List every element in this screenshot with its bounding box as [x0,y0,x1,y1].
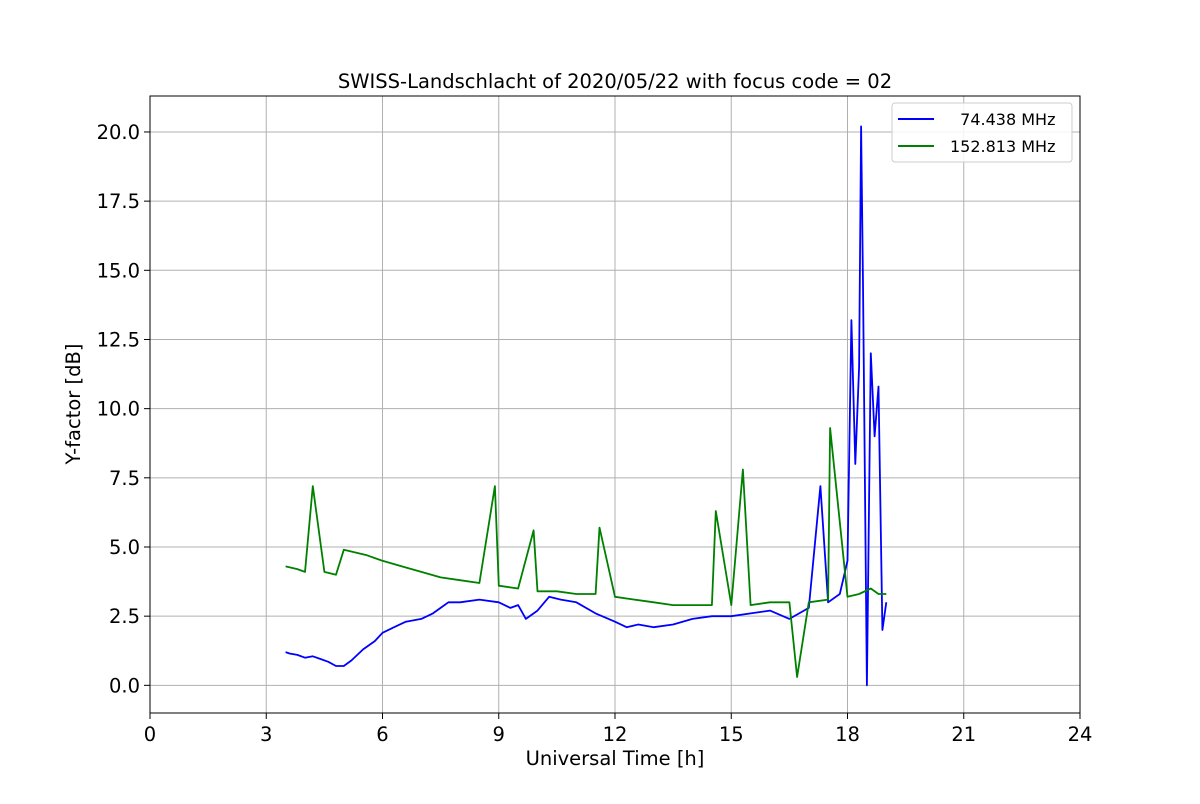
x-tick-label: 12 [603,723,628,746]
x-axis-ticks: 0 3 6 9 12 15 18 21 24 [144,713,1093,746]
legend: 74.438 MHz 152.813 MHz [891,102,1073,163]
chart-title: SWISS-Landschlacht of 2020/05/22 with fo… [338,70,892,93]
legend-label-1: 152.813 MHz [950,137,1055,156]
x-tick-label: 6 [376,723,388,746]
x-tick-label: 15 [719,723,744,746]
y-axis-ticks: 0.0 2.5 5.0 7.5 10.0 12.5 15.0 17.5 20.0 [97,121,150,697]
x-tick-label: 9 [493,723,505,746]
y-tick-label: 12.5 [97,328,140,351]
y-tick-label: 2.5 [109,605,140,628]
x-tick-label: 24 [1068,723,1093,746]
x-tick-label: 21 [951,723,976,746]
y-tick-label: 7.5 [109,467,140,490]
y-tick-label: 20.0 [97,121,140,144]
y-tick-label: 17.5 [97,190,140,213]
y-tick-label: 5.0 [109,536,140,559]
y-tick-label: 0.0 [109,674,140,697]
legend-label-0: 74.438 MHz [950,110,1055,129]
y-tick-label: 15.0 [97,259,140,282]
series-line-1 [285,427,887,678]
x-axis-label: Universal Time [h] [526,747,705,770]
legend-box [891,102,1073,163]
y-axis-label: Y-factor [dB] [62,344,85,466]
x-tick-label: 0 [144,723,156,746]
y-tick-label: 10.0 [97,398,140,421]
x-tick-label: 3 [260,723,272,746]
x-tick-label: 18 [835,723,860,746]
plot-area [285,125,888,687]
series-line-0 [285,125,888,687]
